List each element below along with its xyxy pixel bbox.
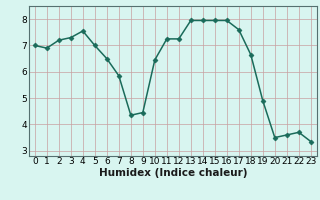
X-axis label: Humidex (Indice chaleur): Humidex (Indice chaleur) (99, 168, 247, 178)
